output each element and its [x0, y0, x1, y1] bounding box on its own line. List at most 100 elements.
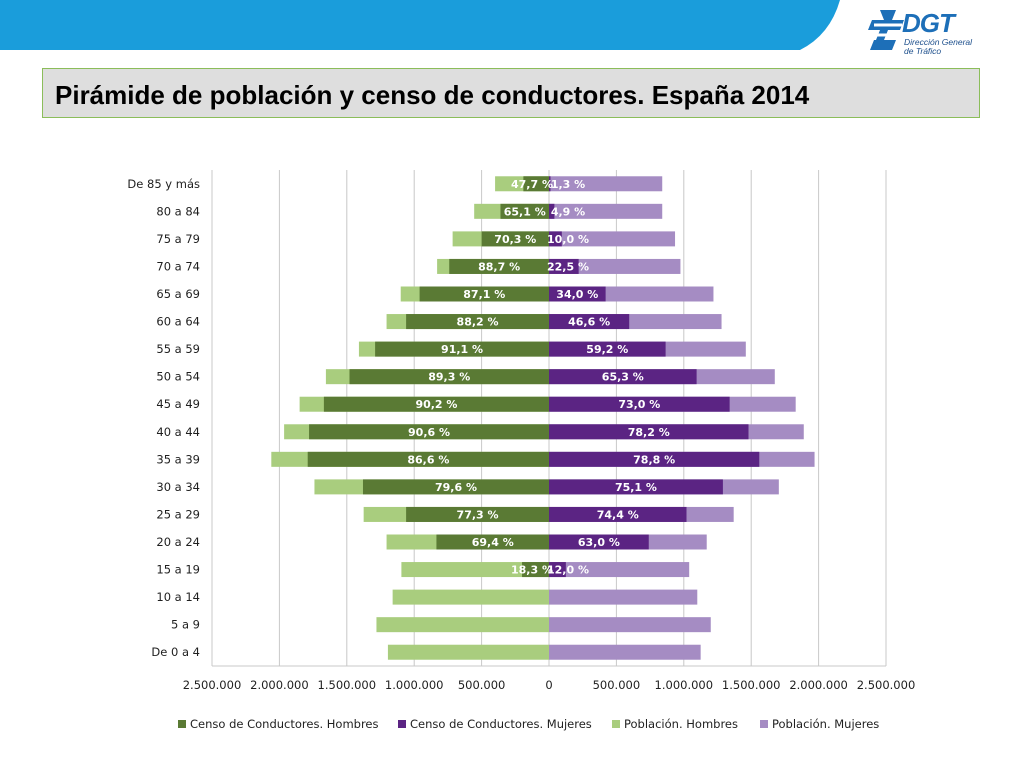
data-label-mujeres: 63,0 %	[578, 536, 620, 549]
legend-swatch	[760, 720, 768, 728]
bar-censo-hombres	[449, 258, 549, 274]
bar-censo-mujeres	[549, 424, 749, 440]
bar-censo-hombres	[349, 369, 549, 385]
bar-poblacion-hombres	[387, 644, 549, 660]
x-tick-label: 500.000	[593, 678, 641, 692]
data-label-hombres: 18,3 %	[511, 564, 553, 577]
category-label: 15 a 19	[156, 563, 200, 577]
category-label: 55 a 59	[156, 342, 200, 356]
category-label: 25 a 29	[156, 507, 200, 521]
bar-poblacion-hombres	[392, 589, 549, 605]
x-tick-label: 2.000.000	[250, 678, 309, 692]
x-tick-label: 1.000.000	[655, 678, 714, 692]
dgt-cross-icon	[868, 10, 904, 50]
bar-censo-mujeres	[549, 286, 606, 302]
category-label: 20 a 24	[156, 535, 200, 549]
data-label-mujeres: 65,3 %	[602, 371, 644, 384]
bar-poblacion-hombres	[401, 562, 549, 578]
category-label: De 0 a 4	[151, 645, 200, 659]
category-label: De 85 y más	[127, 177, 200, 191]
logo-subtitle-line-2: de Tráfico	[904, 46, 942, 56]
data-label-hombres: 87,1 %	[463, 288, 505, 301]
x-tick-label: 1.000.000	[385, 678, 444, 692]
category-label: 65 a 69	[156, 287, 200, 301]
band-shape	[0, 0, 840, 50]
data-label-mujeres: 46,6 %	[568, 316, 610, 329]
bar-censo-mujeres	[549, 341, 666, 357]
bar-censo-mujeres	[549, 506, 687, 522]
bar-poblacion-mujeres	[549, 562, 690, 578]
data-label-mujeres: 12,0 %	[547, 564, 589, 577]
data-label-hombres: 79,6 %	[435, 481, 477, 494]
page-title: Pirámide de población y censo de conduct…	[55, 80, 810, 110]
data-label-hombres: 70,3 %	[494, 233, 536, 246]
bar-censo-mujeres	[549, 534, 649, 550]
data-label-hombres: 47,7 %	[511, 178, 553, 191]
category-label: 30 a 34	[156, 480, 200, 494]
data-label-mujeres: 59,2 %	[586, 343, 628, 356]
legend-swatch	[612, 720, 620, 728]
data-label-mujeres: 1,3 %	[551, 178, 585, 191]
top-decorative-band	[0, 0, 840, 50]
bar-censo-mujeres	[549, 479, 723, 495]
bar-censo-mujeres	[549, 231, 562, 247]
x-tick-label: 0	[545, 678, 552, 692]
category-label: 70 a 74	[156, 259, 200, 273]
bar-censo-hombres	[375, 341, 549, 357]
legend-label: Censo de Conductores. Hombres	[190, 717, 379, 731]
data-label-hombres: 88,7 %	[478, 260, 520, 273]
bar-censo-hombres	[362, 479, 549, 495]
category-label: 60 a 64	[156, 315, 200, 329]
bar-poblacion-mujeres	[549, 231, 676, 247]
bar-censo-mujeres	[549, 314, 630, 330]
x-tick-label: 2.500.000	[183, 678, 242, 692]
x-tick-label: 1.500.000	[318, 678, 377, 692]
dgt-logo: DGT Dirección General de Tráfico	[866, 6, 986, 64]
bar-poblacion-mujeres	[549, 258, 681, 274]
x-tick-label: 1.500.000	[722, 678, 781, 692]
bar-censo-hombres	[309, 424, 549, 440]
bar-censo-hombres	[436, 534, 549, 550]
bar-censo-mujeres	[549, 176, 551, 192]
logo-text: DGT	[902, 8, 955, 38]
category-label: 35 a 39	[156, 452, 200, 466]
bar-censo-mujeres	[549, 562, 566, 578]
bar-censo-hombres	[522, 562, 549, 578]
data-label-hombres: 65,1 %	[504, 205, 546, 218]
bar-censo-mujeres	[549, 369, 697, 385]
data-label-mujeres: 4,9 %	[551, 205, 585, 218]
data-label-hombres: 69,4 %	[472, 536, 514, 549]
bar-censo-hombres	[481, 231, 549, 247]
data-label-mujeres: 78,2 %	[628, 426, 670, 439]
legend-label: Población. Hombres	[624, 717, 738, 731]
category-label: 50 a 54	[156, 370, 200, 384]
category-label: 45 a 49	[156, 397, 200, 411]
bar-censo-hombres	[406, 314, 549, 330]
legend-swatch	[398, 720, 406, 728]
bar-censo-mujeres	[549, 258, 579, 274]
category-label: 10 a 14	[156, 590, 200, 604]
data-label-hombres: 90,2 %	[415, 398, 457, 411]
data-label-hombres: 88,2 %	[457, 316, 499, 329]
bar-censo-mujeres	[549, 203, 555, 219]
title-box: Pirámide de población y censo de conduct…	[42, 68, 980, 118]
data-label-mujeres: 22,5 %	[547, 260, 589, 273]
bar-censo-hombres	[500, 203, 549, 219]
data-label-mujeres: 34,0 %	[556, 288, 598, 301]
category-label: 5 a 9	[171, 618, 200, 632]
logo-subtitle: Dirección General de Tráfico	[904, 38, 984, 56]
x-tick-label: 500.000	[458, 678, 506, 692]
data-label-mujeres: 73,0 %	[618, 398, 660, 411]
bar-censo-hombres	[323, 396, 549, 412]
bar-censo-hombres	[307, 451, 549, 467]
bar-censo-mujeres	[549, 396, 730, 412]
data-label-hombres: 89,3 %	[428, 371, 470, 384]
bar-censo-mujeres	[549, 451, 760, 467]
data-label-hombres: 86,6 %	[407, 453, 449, 466]
data-label-hombres: 77,3 %	[457, 508, 499, 521]
bar-poblacion-mujeres	[549, 589, 698, 605]
logo-subtitle-line-1: Dirección General	[904, 37, 973, 47]
bar-poblacion-mujeres	[549, 203, 663, 219]
legend-label: Censo de Conductores. Mujeres	[410, 717, 592, 731]
